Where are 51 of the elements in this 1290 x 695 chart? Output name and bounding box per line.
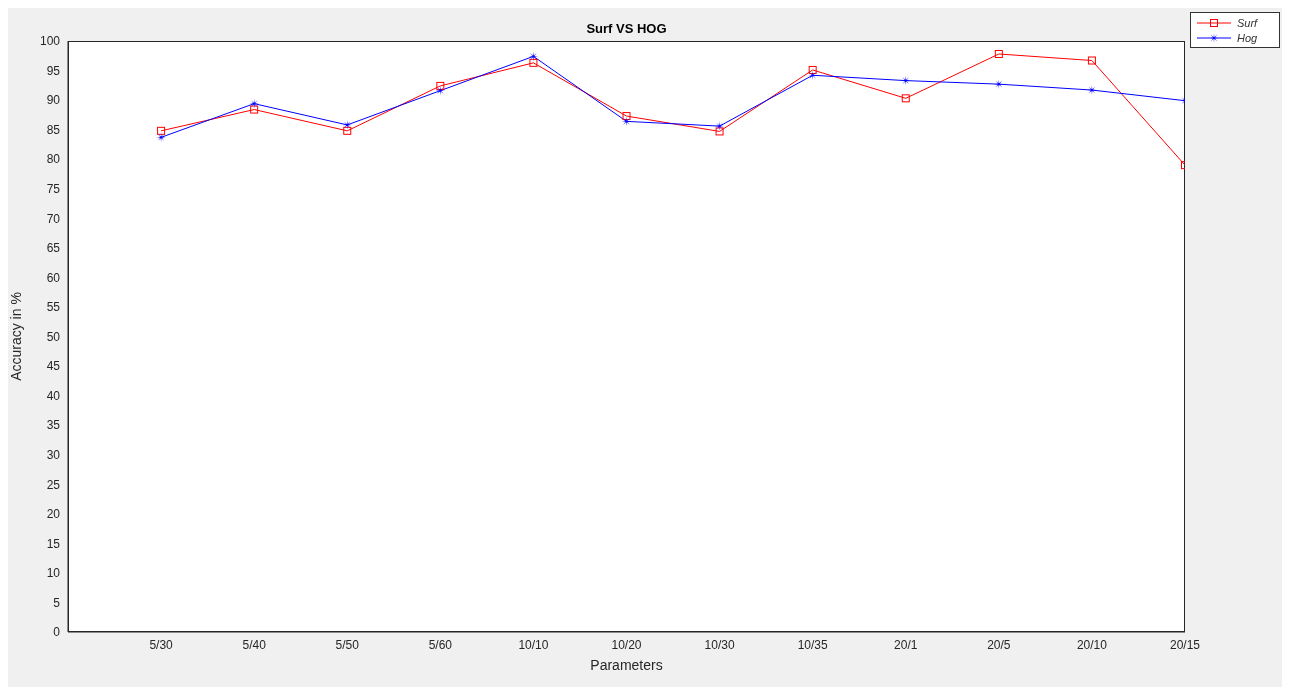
- point: [435, 85, 446, 96]
- y-tick-label: 95: [46, 63, 61, 78]
- y-tick-label: 0: [53, 625, 61, 640]
- x-tick-label: 5/40: [242, 637, 267, 652]
- x-tick-label: 20/1: [894, 637, 918, 652]
- y-tick-label: 65: [46, 241, 61, 256]
- y-tick-label: 60: [46, 270, 61, 285]
- point: [250, 105, 259, 114]
- y-tick-label: 85: [46, 122, 61, 137]
- y-tick-label: 100: [39, 34, 61, 49]
- x-tick-label: 10/30: [704, 637, 735, 652]
- x-tick-label: 5/50: [335, 637, 360, 652]
- y-tick-label: 35: [46, 418, 61, 433]
- point: [529, 58, 538, 67]
- y-tick-label: 75: [46, 182, 61, 197]
- y-tick-label: 5: [53, 595, 61, 610]
- x-axis-title: Parameters: [590, 657, 663, 673]
- x-tick-label: 20/15: [1169, 637, 1201, 652]
- point: [715, 127, 724, 136]
- y-tick-label: 80: [46, 152, 61, 167]
- point: [994, 50, 1003, 58]
- legend-label: Surf: [1237, 16, 1258, 29]
- chart-title: Surf VS HOG: [585, 21, 668, 36]
- y-tick-label: 50: [46, 329, 61, 344]
- point: [901, 94, 910, 103]
- x-tick-label: 10/35: [797, 637, 829, 652]
- y-tick-label: 20: [46, 507, 61, 522]
- y-tick-label: 15: [46, 536, 61, 551]
- point: [808, 65, 817, 74]
- point: [528, 51, 539, 62]
- y-tick-label: 25: [46, 477, 61, 492]
- x-tick-label: 5/60: [428, 637, 453, 652]
- y-tick-label: 70: [46, 211, 61, 226]
- x-tick-label: 20/5: [987, 637, 1011, 652]
- x-tick-label: 5/30: [149, 637, 174, 652]
- y-tick-label: 10: [46, 566, 61, 581]
- y-tick-label: 55: [46, 300, 61, 315]
- point: [436, 81, 445, 90]
- point: [1087, 56, 1096, 65]
- y-tick-label: 40: [46, 388, 61, 403]
- x-tick-label: 20/10: [1076, 637, 1108, 652]
- y-axis-title: Accuracy in %: [7, 292, 24, 381]
- point: [343, 126, 352, 135]
- x-tick-label: 10/10: [518, 637, 549, 652]
- point: [157, 126, 166, 135]
- y-tick-label: 45: [46, 359, 61, 374]
- y-tick-label: 30: [46, 447, 61, 462]
- legend-label: Hog: [1237, 31, 1258, 44]
- y-tick-label: 90: [46, 93, 61, 108]
- point: [622, 112, 631, 121]
- x-tick-label: 10/20: [611, 637, 642, 652]
